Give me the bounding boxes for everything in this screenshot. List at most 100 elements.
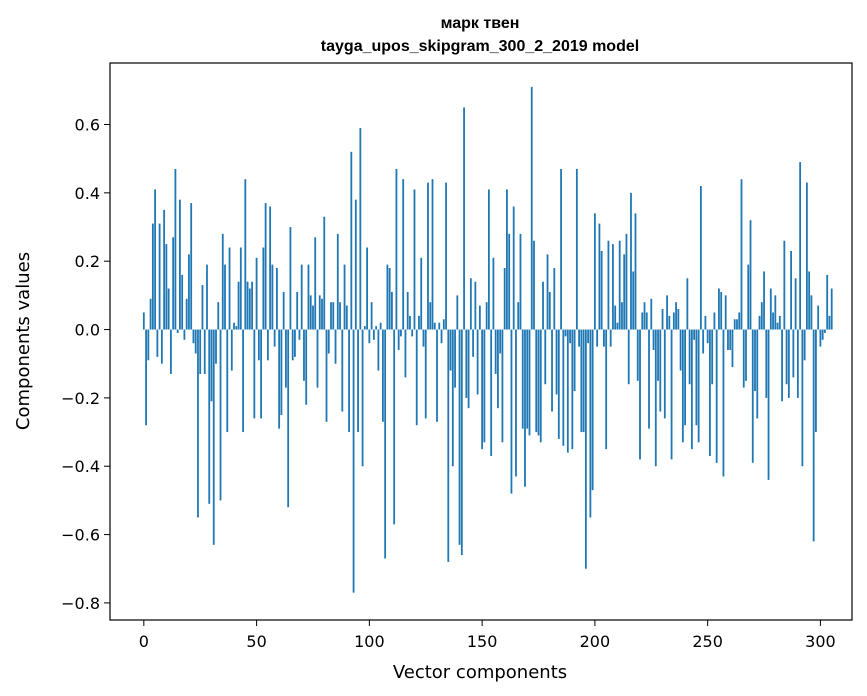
bar-162 xyxy=(508,233,511,330)
bar-216 xyxy=(630,192,632,330)
bar-281 xyxy=(776,322,779,330)
bar-176 xyxy=(539,329,542,443)
bar-8 xyxy=(160,329,163,364)
bar-267 xyxy=(745,329,747,381)
bar-64 xyxy=(287,329,290,508)
bar-204 xyxy=(603,329,605,347)
bar-142 xyxy=(463,107,465,330)
bar-96 xyxy=(359,127,362,330)
bar-263 xyxy=(736,319,738,330)
bar-106 xyxy=(381,329,384,422)
bar-88 xyxy=(341,329,344,412)
bar-280 xyxy=(774,295,777,330)
bar-292 xyxy=(801,329,804,467)
bar-253 xyxy=(713,312,716,330)
bar-161 xyxy=(506,189,508,330)
bar-215 xyxy=(627,329,630,385)
bar-190 xyxy=(571,329,574,450)
bar-40 xyxy=(233,322,235,330)
y-tick-label: −0.8 xyxy=(61,594,100,613)
bar-144 xyxy=(467,329,470,409)
bar-14 xyxy=(174,168,177,330)
bar-217 xyxy=(632,271,635,330)
bar-76 xyxy=(314,237,317,330)
bar-274 xyxy=(760,302,763,330)
bar-3 xyxy=(149,298,152,330)
bar-193 xyxy=(578,329,580,347)
bar-167 xyxy=(519,233,522,330)
bar-188 xyxy=(566,329,569,453)
bar-195 xyxy=(582,329,585,433)
x-tick-label: 200 xyxy=(580,632,611,651)
bar-24 xyxy=(197,329,199,518)
bar-128 xyxy=(431,179,434,330)
x-axis-label: Vector components xyxy=(393,662,567,683)
bar-291 xyxy=(799,162,802,330)
bar-248 xyxy=(702,329,705,354)
bar-302 xyxy=(824,329,826,333)
bar-53 xyxy=(262,247,265,330)
bar-205 xyxy=(605,329,608,450)
bar-285 xyxy=(785,329,788,385)
bar-28 xyxy=(206,264,208,330)
bar-78 xyxy=(318,295,321,330)
bar-303 xyxy=(826,274,829,330)
bar-166 xyxy=(517,302,520,330)
bar-73 xyxy=(307,264,310,330)
y-tick-label: −0.4 xyxy=(61,457,100,476)
bar-56 xyxy=(269,206,272,330)
bar-26 xyxy=(201,285,204,330)
bar-222 xyxy=(643,302,646,330)
bar-297 xyxy=(812,329,815,542)
bar-146 xyxy=(472,329,474,357)
bar-174 xyxy=(535,329,538,433)
bar-6 xyxy=(156,329,159,357)
bar-42 xyxy=(237,281,240,330)
bar-206 xyxy=(607,240,610,330)
bar-5 xyxy=(154,189,156,330)
bar-229 xyxy=(659,329,662,412)
bar-134 xyxy=(445,182,447,330)
bar-200 xyxy=(593,213,596,330)
bar-242 xyxy=(688,329,691,385)
bar-36 xyxy=(224,264,226,330)
bar-141 xyxy=(460,329,463,556)
bar-187 xyxy=(564,329,567,337)
bar-109 xyxy=(388,268,391,330)
bar-244 xyxy=(693,329,696,340)
bar-32 xyxy=(215,329,217,364)
chart-subtitle: tayga_upos_skipgram_300_2_2019 model xyxy=(321,38,639,55)
bar-186 xyxy=(562,329,565,446)
bar-77 xyxy=(316,329,319,388)
bar-10 xyxy=(165,244,168,330)
bar-268 xyxy=(747,264,750,330)
bar-264 xyxy=(738,312,741,330)
bar-33 xyxy=(217,302,220,330)
bar-74 xyxy=(309,295,312,330)
bar-30 xyxy=(210,329,213,402)
bar-18 xyxy=(183,329,186,340)
bar-231 xyxy=(663,329,666,419)
bar-207 xyxy=(609,329,612,347)
bar-68 xyxy=(296,291,299,330)
bar-66 xyxy=(291,329,294,361)
bar-31 xyxy=(212,329,215,545)
bar-169 xyxy=(524,329,526,487)
bar-257 xyxy=(722,329,725,477)
bar-239 xyxy=(681,329,684,443)
y-tick-label: 0.6 xyxy=(75,116,100,135)
bar-154 xyxy=(490,329,493,456)
bar-255 xyxy=(718,288,720,330)
bar-110 xyxy=(391,291,393,330)
bar-108 xyxy=(386,264,389,330)
bar-9 xyxy=(163,209,166,330)
bar-54 xyxy=(264,203,267,330)
bar-138 xyxy=(454,329,456,388)
bar-305 xyxy=(830,288,833,330)
bar-119 xyxy=(411,329,414,337)
bar-256 xyxy=(720,291,723,330)
bar-286 xyxy=(787,329,790,398)
bar-49 xyxy=(253,329,256,419)
bar-165 xyxy=(515,329,517,477)
bar-52 xyxy=(260,329,262,419)
